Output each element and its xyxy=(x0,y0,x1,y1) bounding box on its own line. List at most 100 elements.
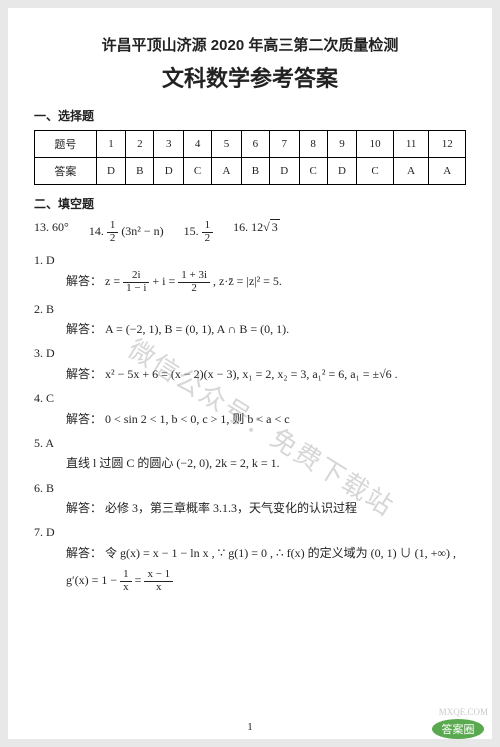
mc-num: 6 xyxy=(241,131,269,158)
q16-label: 16. xyxy=(233,220,248,234)
document-page: 许昌平顶山济源 2020 年高三第二次质量检测 文科数学参考答案 一、选择题 题… xyxy=(8,8,492,739)
q7-frac2: x − 1 x xyxy=(144,569,173,593)
q1-frac1: 2i 1 − i xyxy=(123,270,149,294)
q15-label: 15. xyxy=(184,224,199,238)
mc-ans: C xyxy=(357,158,394,185)
q5-line: 直线 l 过圆 C 的圆心 (−2, 0), 2k = 2, k = 1. xyxy=(66,453,466,473)
section-mc-label: 一、选择题 xyxy=(34,107,466,124)
q15-frac: 1 2 xyxy=(202,220,214,244)
q6-line: 解答： 必修 3，第三章概率 3.1.3，天气变化的认识过程 xyxy=(66,498,466,518)
q5-text: 直线 l 过圆 C 的圆心 (−2, 0), 2k = 2, k = 1. xyxy=(66,456,280,470)
q1-tail: , z·z̄ = |z|² = 5. xyxy=(213,274,282,288)
q4-num: 4. C xyxy=(34,391,54,405)
q7-line1: 解答： 令 g(x) = x − 1 − ln x , ∵ g(1) = 0 ,… xyxy=(66,543,466,563)
q2-line: 解答： A = (−2, 1), B = (0, 1), A ∩ B = (0,… xyxy=(66,319,466,339)
solution-q3: 3. D 解答： x² − 5x + 6 = (x − 2)(x − 3), x… xyxy=(34,343,466,384)
q7-l2-eq: = xyxy=(135,573,145,587)
q2-text: A = (−2, 1), B = (0, 1), A ∩ B = (0, 1). xyxy=(105,322,289,336)
mc-ans: D xyxy=(154,158,184,185)
mc-row-answers: 答案 D B D C A B D C D C A A xyxy=(35,158,466,185)
q7-f1-d: x xyxy=(120,582,132,594)
answer-label: 解答： xyxy=(66,412,102,426)
mc-ans: B xyxy=(241,158,269,185)
doc-subtitle: 文科数学参考答案 xyxy=(34,61,466,93)
q1-frac2: 1 + 3i 2 xyxy=(178,270,210,294)
q14-frac: 1 2 xyxy=(107,220,119,244)
exam-title: 许昌平顶山济源 2020 年高三第二次质量检测 xyxy=(34,34,466,55)
q5-num: 5. A xyxy=(34,436,54,450)
mc-num: 2 xyxy=(126,131,154,158)
solution-q5: 5. A 直线 l 过圆 C 的圆心 (−2, 0), 2k = 2, k = … xyxy=(34,433,466,474)
mc-ans: A xyxy=(429,158,466,185)
mc-num: 3 xyxy=(154,131,184,158)
q7-line2: g′(x) = 1 − 1 x = x − 1 x xyxy=(66,569,466,593)
answer-label: 解答： xyxy=(66,546,102,560)
q1-lead: z = xyxy=(105,274,123,288)
answer-label: 解答： xyxy=(66,367,102,381)
mc-ans: C xyxy=(299,158,327,185)
answer-label: 解答： xyxy=(66,322,102,336)
solution-q1: 1. D 解答： z = 2i 1 − i + i = 1 + 3i 2 , z… xyxy=(34,250,466,294)
mc-header-label: 题号 xyxy=(35,131,97,158)
solution-q7: 7. D 解答： 令 g(x) = x − 1 − ln x , ∵ g(1) … xyxy=(34,522,466,593)
mc-num: 8 xyxy=(299,131,327,158)
fill-q15: 15. 1 2 xyxy=(184,220,214,244)
solution-q6: 6. B 解答： 必修 3，第三章概率 3.1.3，天气变化的认识过程 xyxy=(34,478,466,519)
q15-frac-den: 2 xyxy=(202,233,214,245)
mc-ans: D xyxy=(96,158,126,185)
mc-num: 9 xyxy=(327,131,357,158)
q4-text: 0 < sin 2 < 1, b < 0, c > 1, 则 b < a < c xyxy=(105,412,290,426)
q15-frac-num: 1 xyxy=(202,220,214,233)
mc-ans: D xyxy=(269,158,299,185)
q7-line1-text: 令 g(x) = x − 1 − ln x , ∵ g(1) = 0 , ∴ f… xyxy=(105,546,456,560)
mc-num: 1 xyxy=(96,131,126,158)
mc-num: 4 xyxy=(184,131,212,158)
mc-answer-label: 答案 xyxy=(35,158,97,185)
q6-num: 6. B xyxy=(34,481,54,495)
q13-value: 60° xyxy=(52,220,69,234)
fill-answers-row: 13. 60° 14. 1 2 (3n² − n) 15. 1 2 16. 12… xyxy=(34,220,466,244)
mc-num: 12 xyxy=(429,131,466,158)
q7-l2-lead: g′(x) = 1 − xyxy=(66,573,120,587)
page-number: 1 xyxy=(8,721,492,733)
q6-text: 必修 3，第三章概率 3.1.3，天气变化的认识过程 xyxy=(105,501,357,515)
q1-line: 解答： z = 2i 1 − i + i = 1 + 3i 2 , z·z̄ =… xyxy=(66,270,466,294)
solution-q2: 2. B 解答： A = (−2, 1), B = (0, 1), A ∩ B … xyxy=(34,299,466,340)
q1-f1-d: 1 − i xyxy=(123,283,149,295)
mc-row-header: 题号 1 2 3 4 5 6 7 8 9 10 11 12 xyxy=(35,131,466,158)
q7-num: 7. D xyxy=(34,525,55,539)
q16-coef: 12 xyxy=(251,220,263,234)
q7-frac1: 1 x xyxy=(120,569,132,593)
mc-ans: A xyxy=(212,158,242,185)
sqrt-icon: √3 xyxy=(263,219,280,234)
q3-line: 解答： x² − 5x + 6 = (x − 2)(x − 3), x₁ = 2… xyxy=(66,364,466,384)
q7-f2-d: x xyxy=(144,582,173,594)
section-fill-label: 二、填空题 xyxy=(34,195,466,212)
mc-num: 10 xyxy=(357,131,394,158)
mc-num: 7 xyxy=(269,131,299,158)
answer-label: 解答： xyxy=(66,501,102,515)
mc-num: 11 xyxy=(393,131,429,158)
q14-frac-den: 2 xyxy=(107,233,119,245)
mc-ans: B xyxy=(126,158,154,185)
q7-f1-n: 1 xyxy=(120,569,132,582)
q1-plus: + i = xyxy=(152,274,178,288)
q13-label: 13. xyxy=(34,220,49,234)
q2-num: 2. B xyxy=(34,302,54,316)
answer-label: 解答： xyxy=(66,274,102,288)
fill-q13: 13. 60° xyxy=(34,220,69,244)
q16-radicand: 3 xyxy=(270,219,280,234)
q4-line: 解答： 0 < sin 2 < 1, b < 0, c > 1, 则 b < a… xyxy=(66,409,466,429)
q14-frac-num: 1 xyxy=(107,220,119,233)
mc-ans: A xyxy=(393,158,429,185)
q14-label: 14. xyxy=(89,224,104,238)
mc-num: 5 xyxy=(212,131,242,158)
q3-text: x² − 5x + 6 = (x − 2)(x − 3), x₁ = 2, x₂… xyxy=(105,367,398,381)
mc-answer-table: 题号 1 2 3 4 5 6 7 8 9 10 11 12 答案 D B D C… xyxy=(34,130,466,185)
mc-ans: D xyxy=(327,158,357,185)
q1-num: 1. D xyxy=(34,253,55,267)
q7-f2-n: x − 1 xyxy=(144,569,173,582)
q14-paren: (3n² − n) xyxy=(121,224,163,238)
fill-q14: 14. 1 2 (3n² − n) xyxy=(89,220,164,244)
fill-q16: 16. 12√3 xyxy=(233,220,280,244)
